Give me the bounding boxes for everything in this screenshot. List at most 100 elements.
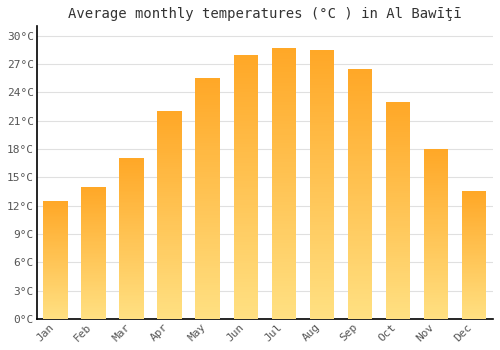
Bar (462, 288, 486, 289)
Bar (386, 234, 410, 236)
Bar (310, 271, 334, 273)
Bar (386, 215, 410, 217)
Bar (424, 151, 448, 152)
Bar (120, 208, 144, 210)
Bar (272, 67, 296, 70)
Bar (348, 194, 372, 196)
Bar (310, 106, 334, 109)
Bar (234, 226, 258, 229)
Bar (310, 174, 334, 176)
Bar (234, 158, 258, 160)
Bar (44, 203, 68, 204)
Bar (196, 124, 220, 126)
Bar (196, 172, 220, 174)
Bar (310, 93, 334, 96)
Bar (234, 160, 258, 163)
Bar (44, 309, 68, 311)
Bar (310, 66, 334, 69)
Bar (234, 208, 258, 211)
Bar (424, 307, 448, 309)
Bar (120, 167, 144, 168)
Bar (234, 276, 258, 279)
Bar (272, 83, 296, 86)
Bar (462, 285, 486, 286)
Bar (120, 178, 144, 179)
Bar (196, 232, 220, 234)
Bar (196, 273, 220, 275)
Bar (462, 202, 486, 203)
Bar (424, 249, 448, 251)
Bar (462, 297, 486, 299)
Bar (44, 301, 68, 302)
Bar (158, 151, 182, 153)
Bar (120, 264, 144, 266)
Bar (424, 188, 448, 190)
Bar (82, 294, 106, 295)
Bar (196, 165, 220, 167)
Bar (272, 232, 296, 235)
Bar (196, 179, 220, 182)
Bar (234, 316, 258, 319)
Bar (82, 302, 106, 303)
Bar (272, 148, 296, 151)
Bar (424, 231, 448, 232)
Bar (424, 259, 448, 261)
Bar (424, 209, 448, 210)
Bar (462, 233, 486, 235)
Bar (386, 212, 410, 215)
Bar (234, 269, 258, 271)
Bar (196, 309, 220, 312)
Bar (386, 145, 410, 147)
Bar (348, 281, 372, 284)
Bar (348, 251, 372, 254)
Bar (120, 288, 144, 290)
Bar (272, 113, 296, 116)
Bar (462, 274, 486, 275)
Bar (82, 205, 106, 206)
Bar (310, 230, 334, 233)
Bar (196, 280, 220, 283)
Bar (386, 149, 410, 152)
Bar (120, 240, 144, 242)
Bar (82, 315, 106, 316)
Bar (234, 189, 258, 192)
Bar (234, 187, 258, 189)
Bar (424, 310, 448, 312)
Bar (196, 160, 220, 162)
Bar (272, 105, 296, 107)
Bar (386, 225, 410, 228)
Bar (158, 257, 182, 259)
Bar (158, 244, 182, 246)
Bar (348, 161, 372, 164)
Bar (272, 135, 296, 138)
Bar (272, 292, 296, 294)
Bar (462, 307, 486, 309)
Bar (234, 107, 258, 110)
Bar (272, 230, 296, 232)
Bar (44, 232, 68, 233)
Bar (158, 250, 182, 252)
Bar (348, 146, 372, 149)
Bar (272, 48, 296, 51)
Bar (424, 297, 448, 299)
Bar (348, 221, 372, 224)
Bar (386, 163, 410, 165)
Bar (348, 219, 372, 221)
Bar (234, 234, 258, 237)
Bar (44, 280, 68, 281)
Bar (386, 282, 410, 284)
Bar (348, 159, 372, 161)
Bar (196, 121, 220, 124)
Bar (310, 50, 334, 52)
Bar (386, 265, 410, 267)
Bar (310, 117, 334, 120)
Bar (44, 267, 68, 268)
Bar (386, 258, 410, 260)
Bar (44, 223, 68, 224)
Bar (386, 108, 410, 111)
Bar (272, 129, 296, 132)
Bar (424, 197, 448, 198)
Bar (44, 202, 68, 203)
Bar (234, 200, 258, 203)
Bar (310, 311, 334, 314)
